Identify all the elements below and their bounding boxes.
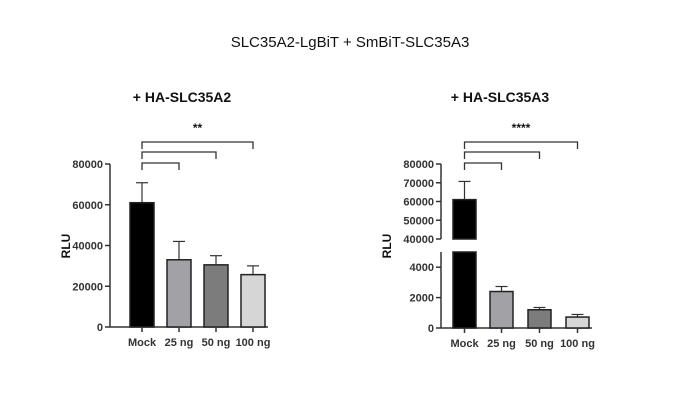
y-tick-label: 80000 bbox=[403, 159, 434, 171]
significance-bracket bbox=[463, 141, 579, 149]
x-tick-label: 100 ng bbox=[560, 338, 595, 350]
panel-1-title: + HA-SLC35A2 bbox=[133, 89, 232, 105]
x-tick-label: 50 ng bbox=[202, 337, 231, 349]
significance-label: ** bbox=[193, 121, 203, 135]
bar bbox=[166, 259, 192, 328]
bar-upper bbox=[452, 198, 477, 240]
x-tick-label: 50 ng bbox=[525, 338, 554, 350]
bar bbox=[240, 273, 266, 328]
bar bbox=[203, 264, 229, 328]
significance-bracket bbox=[141, 151, 217, 159]
x-tick-label: 25 ng bbox=[487, 338, 516, 350]
panel-2-title: + HA-SLC35A3 bbox=[451, 89, 550, 105]
significance-label: **** bbox=[512, 121, 531, 135]
y-tick-label: 60000 bbox=[72, 200, 103, 212]
x-tick-label: 25 ng bbox=[165, 337, 194, 349]
bar bbox=[452, 251, 477, 329]
y-tick-label: 50000 bbox=[403, 215, 434, 227]
y-tick-label: 4000 bbox=[410, 262, 434, 274]
y-tick-label: 0 bbox=[428, 323, 434, 335]
x-tick-label: Mock bbox=[128, 337, 157, 349]
panel-1-ylabel: RLU bbox=[59, 234, 73, 259]
significance-bracket bbox=[463, 162, 503, 170]
y-tick-label: 70000 bbox=[403, 178, 434, 190]
y-tick-label: 60000 bbox=[403, 197, 434, 209]
x-tick-label: Mock bbox=[450, 338, 479, 350]
bar bbox=[129, 201, 155, 328]
bar bbox=[489, 290, 514, 329]
significance-bracket bbox=[141, 162, 180, 170]
significance-bracket bbox=[141, 141, 254, 149]
panel-2: 0 2000 4000 40000 50000 60000 70000 80000 Mock 25… bbox=[403, 121, 595, 350]
y-tick-label: 40000 bbox=[72, 241, 103, 253]
y-tick-label: 2000 bbox=[410, 293, 434, 305]
y-tick-label: 80000 bbox=[72, 159, 103, 171]
panel-2-ylabel: RLU bbox=[380, 234, 394, 259]
figure-title: SLC35A2-LgBiT + SmBiT-SLC35A3 bbox=[231, 34, 470, 51]
bar bbox=[527, 309, 552, 329]
significance-bracket bbox=[463, 151, 541, 159]
bar bbox=[565, 316, 590, 329]
y-tick-label: 0 bbox=[97, 322, 103, 334]
y-tick-label: 40000 bbox=[403, 234, 434, 246]
panel-1: 0 20000 40000 60000 80000 Mock 25 ng 50 ng 100 n… bbox=[72, 121, 270, 349]
x-tick-label: 100 ng bbox=[236, 337, 271, 349]
y-tick-label: 20000 bbox=[72, 281, 103, 293]
